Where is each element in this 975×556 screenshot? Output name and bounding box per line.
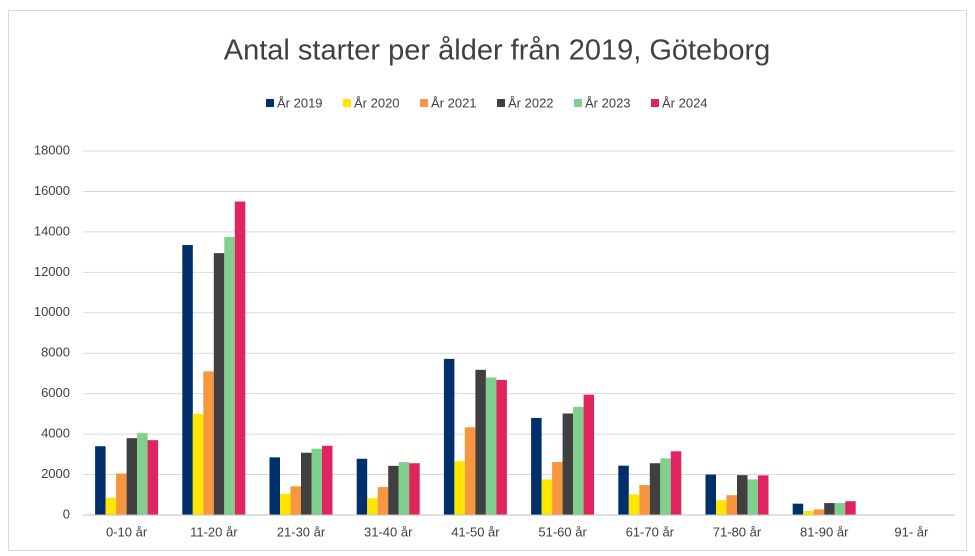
bar (312, 449, 323, 515)
bar (650, 463, 661, 515)
legend-swatch (497, 99, 505, 107)
x-tick-label: 81-90 år (800, 524, 849, 539)
y-tick-label: 14000 (34, 223, 70, 238)
bar (444, 359, 455, 515)
bar (224, 237, 235, 515)
bar (716, 500, 727, 515)
bar (629, 494, 640, 515)
legend-label: År 2024 (662, 95, 708, 110)
legend-label: År 2021 (431, 95, 477, 110)
bar (235, 202, 246, 515)
bar (95, 446, 106, 515)
bar (618, 466, 629, 515)
bar (127, 438, 138, 515)
bar (671, 451, 682, 515)
bar (542, 479, 553, 515)
bar (639, 485, 650, 515)
bar (748, 479, 759, 515)
legend-swatch (343, 99, 351, 107)
bar (835, 503, 846, 515)
legend-swatch (574, 99, 582, 107)
y-tick-label: 2000 (41, 466, 70, 481)
chart-title: Antal starter per ålder från 2019, Göteb… (224, 35, 770, 67)
bar (454, 461, 465, 515)
bar (660, 458, 671, 515)
legend-swatch (420, 99, 428, 107)
bar (552, 462, 563, 515)
bar (475, 370, 486, 515)
x-tick-label: 31-40 år (364, 524, 413, 539)
bar (357, 459, 368, 515)
bar (496, 380, 507, 515)
x-tick-label: 41-50 år (451, 524, 500, 539)
bar (563, 413, 574, 515)
bar (182, 245, 193, 515)
bar (573, 407, 584, 515)
y-tick-label: 0 (63, 506, 70, 521)
legend-swatch (651, 99, 659, 107)
legend-label: År 2020 (354, 95, 400, 110)
legend-swatch (266, 99, 274, 107)
bar (486, 377, 497, 515)
x-tick-label: 0-10 år (106, 524, 148, 539)
bar (203, 371, 214, 515)
y-tick-label: 6000 (41, 385, 70, 400)
x-tick-label: 91- år (894, 524, 929, 539)
bar (116, 474, 127, 515)
bar (280, 494, 291, 515)
bar (148, 440, 159, 515)
bar (106, 498, 117, 515)
y-tick-label: 12000 (34, 264, 70, 279)
legend-label: År 2022 (508, 95, 554, 110)
bar (291, 486, 302, 515)
bar (301, 453, 312, 515)
bar (388, 466, 399, 515)
bar (758, 475, 769, 515)
legend-label: År 2023 (585, 95, 631, 110)
y-tick-label: 10000 (34, 304, 70, 319)
bar (706, 475, 717, 515)
bar (322, 446, 333, 515)
x-tick-label: 71-80 år (713, 524, 762, 539)
bar (399, 462, 410, 515)
y-tick-label: 16000 (34, 183, 70, 198)
bar (367, 498, 378, 515)
bar (378, 487, 389, 515)
bar (214, 253, 225, 515)
bar (137, 433, 148, 515)
bar (824, 503, 835, 515)
x-tick-label: 11-20 år (190, 524, 238, 539)
bar (409, 463, 420, 515)
y-tick-label: 18000 (34, 142, 70, 157)
bar (803, 511, 814, 515)
x-tick-label: 61-70 år (626, 524, 675, 539)
bar (737, 475, 748, 515)
bar (584, 395, 595, 515)
bar (814, 509, 825, 515)
bar (465, 427, 476, 515)
x-tick-label: 51-60 år (538, 524, 587, 539)
bar (793, 504, 804, 515)
bar (270, 457, 281, 515)
bar (727, 495, 738, 515)
y-tick-label: 8000 (41, 345, 70, 360)
legend-label: År 2019 (277, 95, 323, 110)
x-tick-label: 21-30 år (277, 524, 326, 539)
y-tick-label: 4000 (41, 426, 70, 441)
bar (531, 418, 542, 515)
bar (845, 501, 856, 515)
bar (193, 414, 204, 515)
